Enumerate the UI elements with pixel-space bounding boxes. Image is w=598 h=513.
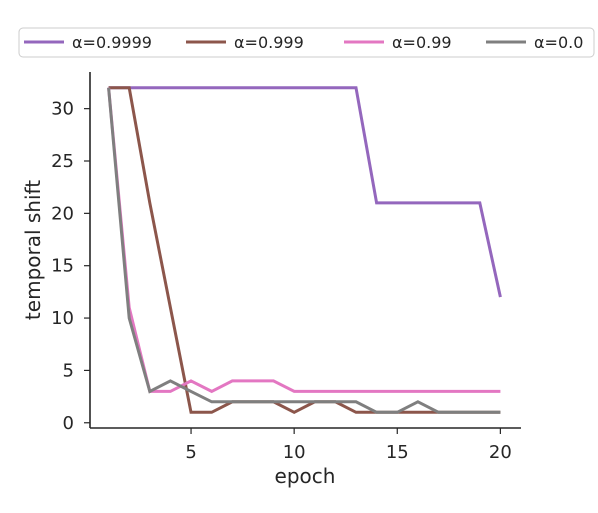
y-tick-label: 20: [51, 203, 74, 224]
x-tick-label: 15: [386, 442, 409, 463]
legend-label: α=0.99: [392, 33, 452, 52]
x-tick-label: 10: [283, 442, 306, 463]
x-tick-label: 5: [185, 442, 196, 463]
y-axis-label: temporal shift: [21, 180, 45, 320]
x-tick-label: 20: [489, 442, 512, 463]
y-tick-label: 15: [51, 256, 74, 277]
legend-label: α=0.0: [534, 33, 583, 52]
legend: α=0.9999 α=0.999 α=0.99 α=0.0: [18, 27, 595, 58]
legend-frame: [18, 27, 595, 58]
y-tick-label: 10: [51, 308, 74, 329]
series-line-2: [107, 87, 501, 394]
series-line-3: [107, 87, 501, 414]
series-line-0: [108, 86, 502, 298]
plot-area: 5 10 15 20 0 5 10 15 20 25 30: [51, 72, 521, 463]
y-tick-label: 0: [63, 413, 74, 434]
y-tick-label: 30: [51, 99, 74, 120]
y-tick-label: 5: [63, 360, 74, 381]
legend-label: α=0.9999: [72, 33, 152, 52]
x-axis-ticks: 5 10 15 20: [185, 428, 512, 463]
x-axis-label: epoch: [275, 464, 336, 488]
series-line-1: [108, 86, 501, 414]
y-tick-label: 25: [51, 151, 74, 172]
series-layer: [107, 86, 502, 414]
y-axis-ticks: 0 5 10 15 20 25 30: [51, 99, 90, 434]
legend-label: α=0.999: [234, 33, 304, 52]
